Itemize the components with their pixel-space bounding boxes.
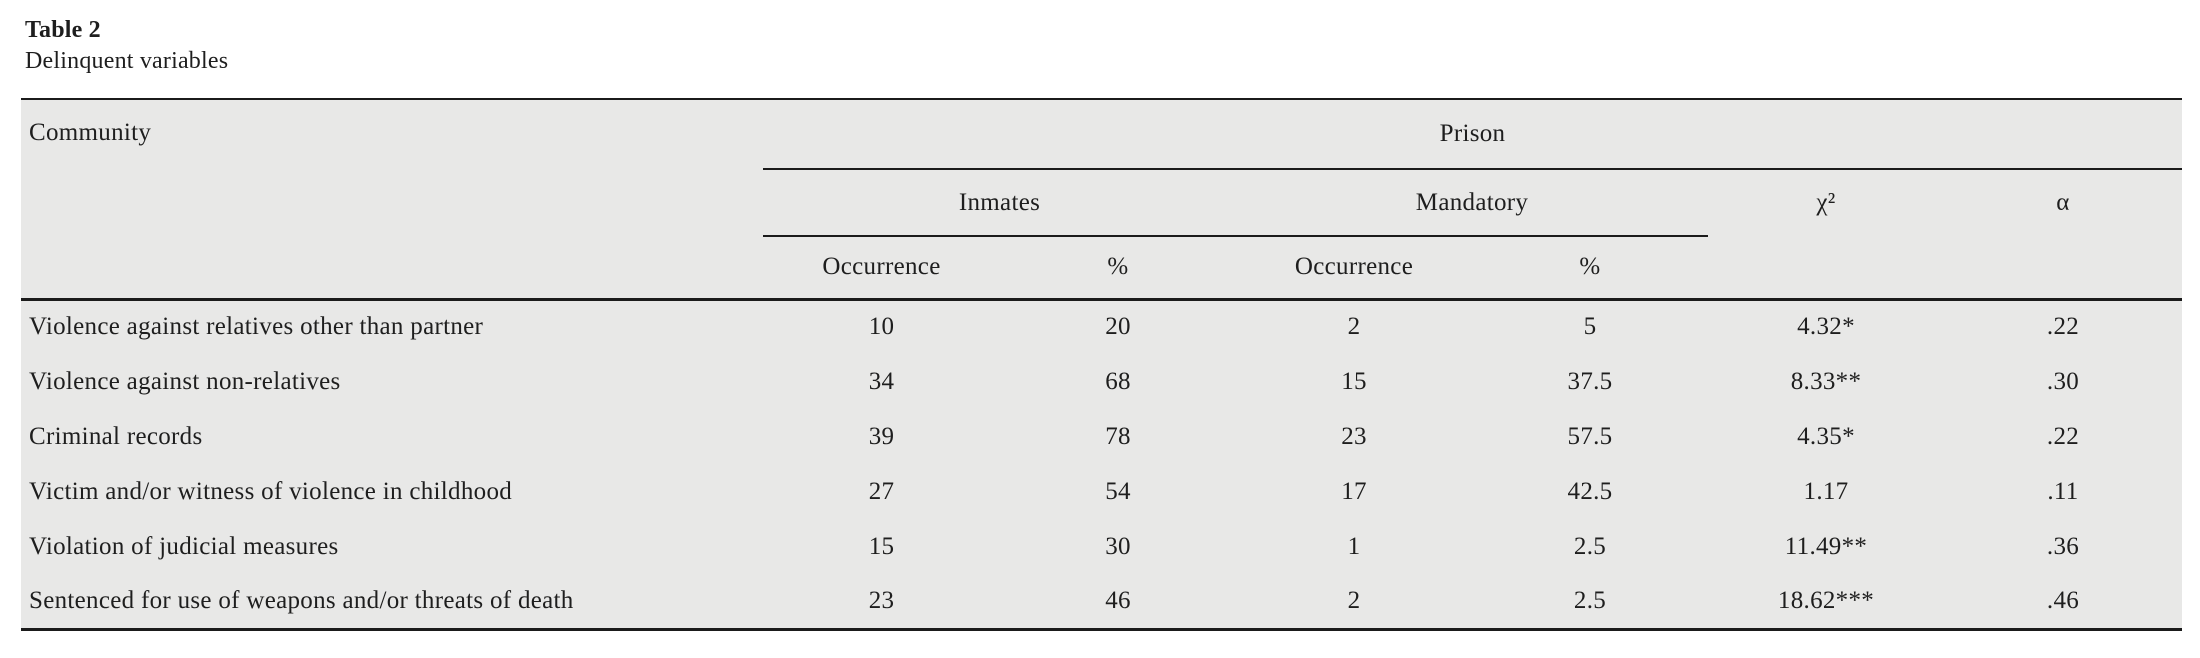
header-spacer-cell	[1944, 236, 2182, 301]
cell-value: .36	[2046, 532, 2080, 560]
cell-value: 23	[868, 586, 895, 614]
cell-value: 1	[1347, 532, 1361, 560]
header-row-measures: Occurrence % Occurrence %	[21, 236, 2182, 301]
delinquent-variables-table: Community Prison Inmates Mandatory χ² α …	[21, 98, 2182, 631]
column-group-header-prison: Prison	[763, 99, 2182, 170]
cell-value: 20	[1105, 313, 1131, 341]
column-header-inmates-percent: %	[1000, 236, 1236, 301]
table-number: Table 2	[25, 17, 101, 43]
table-row: Criminal records 39 78 23 57.5 4.35* .22	[21, 409, 2182, 464]
cell-value: 2.5	[1573, 532, 1607, 560]
column-header-inmates: Inmates	[763, 169, 1236, 237]
table-row: Violence against non-relatives 34 68 15 37.5…	[21, 354, 2182, 409]
cell-value: 39	[868, 422, 895, 450]
cell-variable: Sentenced for use of weapons and/or thre…	[29, 586, 574, 614]
cell-variable: Violation of judicial measures	[29, 532, 339, 560]
column-header-mandatory: Mandatory	[1236, 169, 1708, 237]
cell-variable: Violence against relatives other than pa…	[29, 313, 484, 341]
table-row: Violation of judicial measures 15 30 1 2.5 11…	[21, 519, 2182, 574]
cell-value: 23	[1341, 422, 1367, 450]
cell-value: .11	[2047, 477, 2079, 505]
cell-value: 10	[868, 313, 895, 341]
cell-value: 54	[1105, 477, 1131, 505]
cell-value: .46	[2046, 586, 2080, 614]
cell-value: 17	[1341, 477, 1367, 505]
table-row: Violence against relatives other than pa…	[21, 299, 2182, 354]
cell-value: 8.33**	[1790, 367, 1862, 395]
data-table-wrapper: Community Prison Inmates Mandatory χ² α …	[21, 98, 2182, 631]
cell-value: 57.5	[1567, 422, 1613, 450]
cell-value: 42.5	[1567, 477, 1613, 505]
cell-value: 5	[1583, 313, 1597, 341]
table-body: Violence against relatives other than pa…	[21, 299, 2182, 629]
cell-value: 78	[1105, 422, 1131, 450]
table-row: Victim and/or witness of violence in chi…	[21, 464, 2182, 519]
cell-value: 4.32*	[1797, 313, 1855, 341]
cell-variable: Victim and/or witness of violence in chi…	[29, 477, 513, 505]
cell-value: 2	[1347, 313, 1361, 341]
column-header-mandatory-occurrence: Occurrence	[1236, 236, 1472, 301]
cell-value: 1.17	[1803, 477, 1849, 505]
cell-value: .22	[2046, 422, 2080, 450]
header-row-subgroup: Inmates Mandatory χ² α	[21, 169, 2182, 237]
cell-value: 15	[868, 532, 895, 560]
table-caption: Table 2 Delinquent variables	[25, 16, 228, 78]
cell-value: 46	[1105, 586, 1131, 614]
column-header-alpha: α	[2056, 189, 2070, 216]
cell-value: 2	[1347, 586, 1361, 614]
header-spacer-cell	[1708, 236, 1944, 301]
column-header-chi-square: χ²	[1816, 189, 1836, 216]
table-subtitle: Delinquent variables	[25, 48, 229, 74]
header-row-group: Community Prison	[21, 99, 2182, 301]
cell-value: 15	[1341, 367, 1367, 395]
cell-value: 27	[868, 477, 895, 505]
cell-value: .30	[2046, 367, 2080, 395]
cell-value: 11.49**	[1784, 532, 1868, 560]
table-row: Sentenced for use of weapons and/or thre…	[21, 574, 2182, 629]
column-header-inmates-occurrence: Occurrence	[763, 236, 1000, 301]
cell-value: 4.35*	[1797, 422, 1855, 450]
column-header-mandatory-percent: %	[1472, 236, 1708, 301]
cell-value: .22	[2046, 313, 2080, 341]
cell-variable: Criminal records	[29, 422, 203, 450]
cell-value: 68	[1105, 367, 1131, 395]
cell-value: 34	[868, 367, 895, 395]
cell-value: 2.5	[1573, 586, 1607, 614]
column-header-community: Community	[21, 99, 763, 301]
cell-value: 37.5	[1567, 367, 1613, 395]
cell-value: 30	[1105, 532, 1131, 560]
cell-variable: Violence against non-relatives	[29, 367, 341, 395]
cell-value: 18.62***	[1777, 586, 1875, 614]
